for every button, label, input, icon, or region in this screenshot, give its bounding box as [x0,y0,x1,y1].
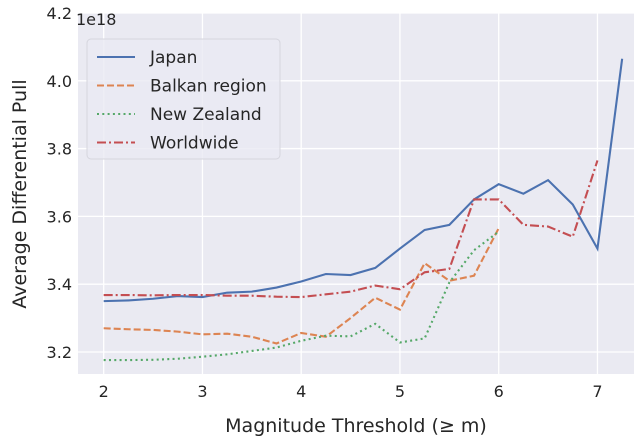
y-tick-label: 4.0 [47,72,72,91]
series-line-japan [103,58,624,303]
y-tick-label: 3.2 [47,343,72,362]
legend: Japan Balkan region New Zealand Worldwide [86,38,281,160]
x-axis-label: Magnitude Threshold (≥ m) [225,415,487,437]
y-offset-label: 1e18 [76,10,116,29]
legend-label: Balkan region [150,77,267,97]
legend-label: Worldwide [150,134,239,154]
legend-label: New Zealand [150,105,262,125]
x-tick-label: 6 [494,382,504,401]
x-tick-label: 2 [99,382,109,401]
series-line-balkan-region [103,227,500,345]
y-tick-label: 3.4 [47,275,72,294]
x-tick-label: 3 [197,382,207,401]
x-tick-label: 7 [592,382,602,401]
legend-box [86,38,281,160]
y-tick-label: 4.2 [47,4,72,23]
tick-labels: 2 3 4 5 6 7 3.2 3.4 3.6 3.8 4.0 4.2 [47,4,603,401]
grid [78,12,634,374]
y-tick-label: 3.6 [47,207,72,226]
x-tick-label: 4 [296,382,306,401]
series-lines [103,58,624,362]
y-axis-label: Average Differential Pull [9,79,31,308]
x-tick-label: 5 [395,382,405,401]
y-tick-label: 3.8 [47,140,72,159]
legend-label: Japan [149,48,197,68]
